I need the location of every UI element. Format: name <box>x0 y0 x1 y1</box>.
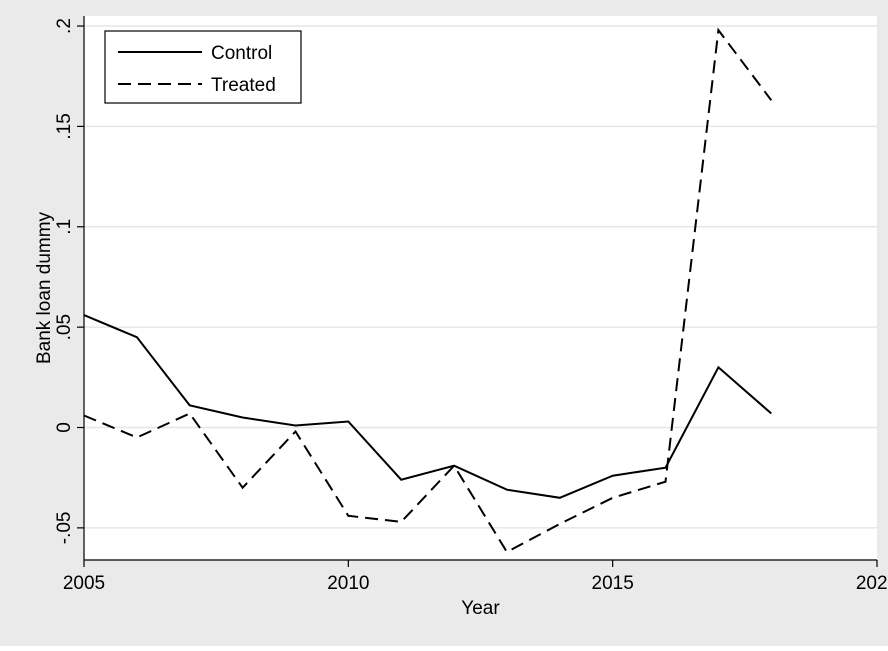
y-tick-label: .05 <box>54 314 75 340</box>
x-axis-label: Year <box>461 598 500 619</box>
legend-label-control: Control <box>211 43 272 64</box>
x-tick-label: 2020 <box>856 573 888 594</box>
y-tick-label: .15 <box>54 113 75 139</box>
y-tick-label: -.05 <box>54 512 75 545</box>
plot-area <box>84 16 877 560</box>
x-tick-label: 2010 <box>327 573 369 594</box>
legend-label-treated: Treated <box>211 75 276 96</box>
x-tick-label: 2005 <box>63 573 105 594</box>
y-axis-label: Bank loan dummy <box>34 211 55 364</box>
series-line-treated <box>83 27 773 554</box>
y-tick-label: .1 <box>54 219 75 235</box>
x-tick-label: 2015 <box>592 573 634 594</box>
series-layer <box>83 27 773 554</box>
y-tick-label: .2 <box>54 18 75 34</box>
legend: Control Treated <box>104 30 302 104</box>
series-line-control <box>83 314 772 499</box>
y-tick-label: 0 <box>54 422 75 433</box>
axes: -.05 0 .05 .1 .15 .2 2005 2010 2015 2020 <box>54 16 888 594</box>
gridlines <box>84 25 877 529</box>
legend-box <box>104 30 302 104</box>
